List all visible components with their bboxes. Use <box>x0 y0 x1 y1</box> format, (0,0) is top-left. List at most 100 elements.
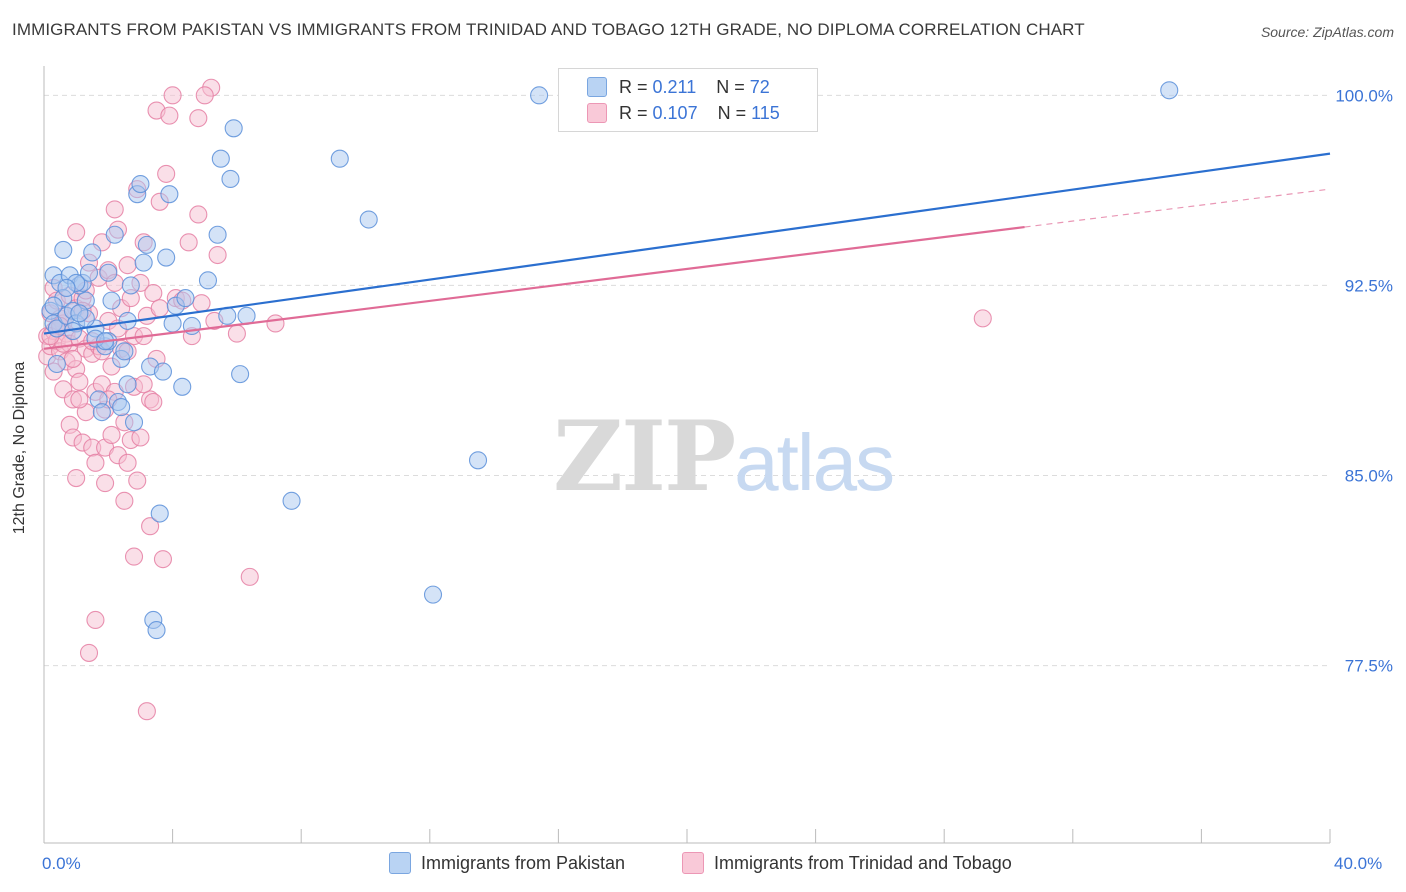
pakistan-point <box>218 306 237 325</box>
pakistan-point <box>83 243 102 262</box>
chart-title: IMMIGRANTS FROM PAKISTAN VS IMMIGRANTS F… <box>12 20 1085 39</box>
trinidad-point <box>131 428 150 447</box>
trinidad-point <box>86 610 105 630</box>
pakistan-point <box>118 375 137 394</box>
trinidad-point <box>118 453 137 472</box>
trinidad-point <box>137 702 156 721</box>
trinidad-point <box>227 324 246 343</box>
y-tick-label: 85.0% <box>1345 467 1393 486</box>
trinidad-point <box>124 547 144 566</box>
trinidad-point <box>118 256 137 275</box>
pakistan-point <box>121 276 140 295</box>
pakistan-point <box>54 240 73 259</box>
watermark-atlas: atlas <box>734 418 895 507</box>
trinidad-point <box>141 517 160 536</box>
legend-row-pakistan: R = 0.211 N = 72 <box>587 75 770 99</box>
y-tick-labels: 77.5% 85.0% 92.5% 100.0% <box>1335 86 1393 675</box>
legend-r-label: R = <box>619 102 648 123</box>
trinidad-point <box>79 643 99 662</box>
pakistan-point <box>134 253 153 272</box>
bottom-legend-pakistan: Immigrants from Pakistan <box>389 852 625 874</box>
pakistan-point <box>150 504 169 523</box>
y-axis-title: 12th Grade, No Diploma <box>11 361 28 535</box>
pakistan-point <box>44 296 63 315</box>
trend-lines <box>43 152 1331 350</box>
source-label: Source: ZipAtlas.com <box>1260 24 1394 40</box>
trinidad-point <box>179 233 198 252</box>
trinidad-point <box>63 349 82 368</box>
pakistan-point <box>79 263 99 282</box>
pakistan-n-value: 72 <box>749 76 770 97</box>
watermark: ZIPatlas <box>553 400 895 513</box>
trinidad-point <box>105 200 124 219</box>
pakistan-point <box>1160 81 1179 100</box>
trinidad-point <box>163 86 182 105</box>
trinidad-point <box>86 453 105 472</box>
y-tick-label: 77.5% <box>1345 657 1393 676</box>
pakistan-point <box>99 263 118 282</box>
trinidad-point <box>153 550 173 569</box>
trinidad-point <box>973 309 992 328</box>
trinidad-point <box>115 491 134 510</box>
pakistan-swatch <box>587 77 607 97</box>
axes <box>43 66 1331 844</box>
trinidad-point <box>67 468 86 488</box>
trinidad-point <box>128 471 147 490</box>
trinidad-point <box>189 205 208 224</box>
trinidad-point <box>96 474 115 493</box>
pakistan-point <box>530 86 549 105</box>
trinidad-point <box>144 392 163 412</box>
pakistan-point <box>237 306 256 325</box>
pakistan-point <box>423 585 443 604</box>
pakistan-points <box>41 81 1179 640</box>
pakistan-point <box>173 377 192 396</box>
pakistan-point <box>211 149 230 168</box>
legend-r-label: R = <box>619 76 648 97</box>
trinidad-point <box>266 314 285 333</box>
trinidad-point <box>70 372 89 391</box>
pakistan-point <box>231 365 250 384</box>
pakistan-point <box>282 491 301 510</box>
pakistan-point <box>198 271 218 290</box>
pakistan-point <box>105 225 124 244</box>
trinidad-point <box>67 223 86 242</box>
pakistan-point <box>57 278 76 298</box>
pakistan-point <box>115 342 134 361</box>
trinidad-trend-line-extension <box>1024 188 1331 228</box>
trinidad-point <box>195 86 214 105</box>
pakistan-point <box>147 621 166 640</box>
legend-n-label: N = <box>716 76 745 97</box>
pakistan-r-value: 0.211 <box>652 76 697 97</box>
pakistan-point <box>468 451 488 470</box>
pakistan-point <box>330 149 349 168</box>
trinidad-point <box>134 375 153 394</box>
pakistan-point <box>157 248 176 267</box>
trinidad-point <box>102 425 121 445</box>
trinidad-n-value: 115 <box>751 102 780 123</box>
correlation-legend: R = 0.211 N = 72 R = 0.107 N = 115 <box>558 68 818 132</box>
pakistan-legend-swatch <box>389 852 411 874</box>
pakistan-point <box>47 354 66 374</box>
pakistan-legend-label: Immigrants from Pakistan <box>421 852 626 873</box>
pakistan-point <box>137 235 156 254</box>
pakistan-point <box>224 119 243 138</box>
pakistan-point <box>359 210 378 229</box>
y-tick-label: 92.5% <box>1345 276 1393 295</box>
legend-n-label: N = <box>717 102 747 123</box>
pakistan-point <box>70 304 89 323</box>
pakistan-point <box>221 169 240 189</box>
trinidad-legend-swatch <box>682 852 704 874</box>
trinidad-point <box>150 299 169 318</box>
trinidad-r-value: 0.107 <box>652 102 698 123</box>
watermark-zip: ZIP <box>553 400 736 513</box>
trinidad-swatch <box>587 103 607 123</box>
bottom-legend-trinidad: Immigrants from Trinidad and Tobago <box>682 852 1012 874</box>
trinidad-point <box>70 390 89 409</box>
pakistan-point <box>102 291 121 310</box>
trinidad-point <box>144 283 163 303</box>
pakistan-point <box>160 185 179 204</box>
trinidad-point <box>240 567 259 586</box>
pakistan-point <box>153 362 173 381</box>
x-tick-label-max: 40.0% <box>1334 854 1383 873</box>
